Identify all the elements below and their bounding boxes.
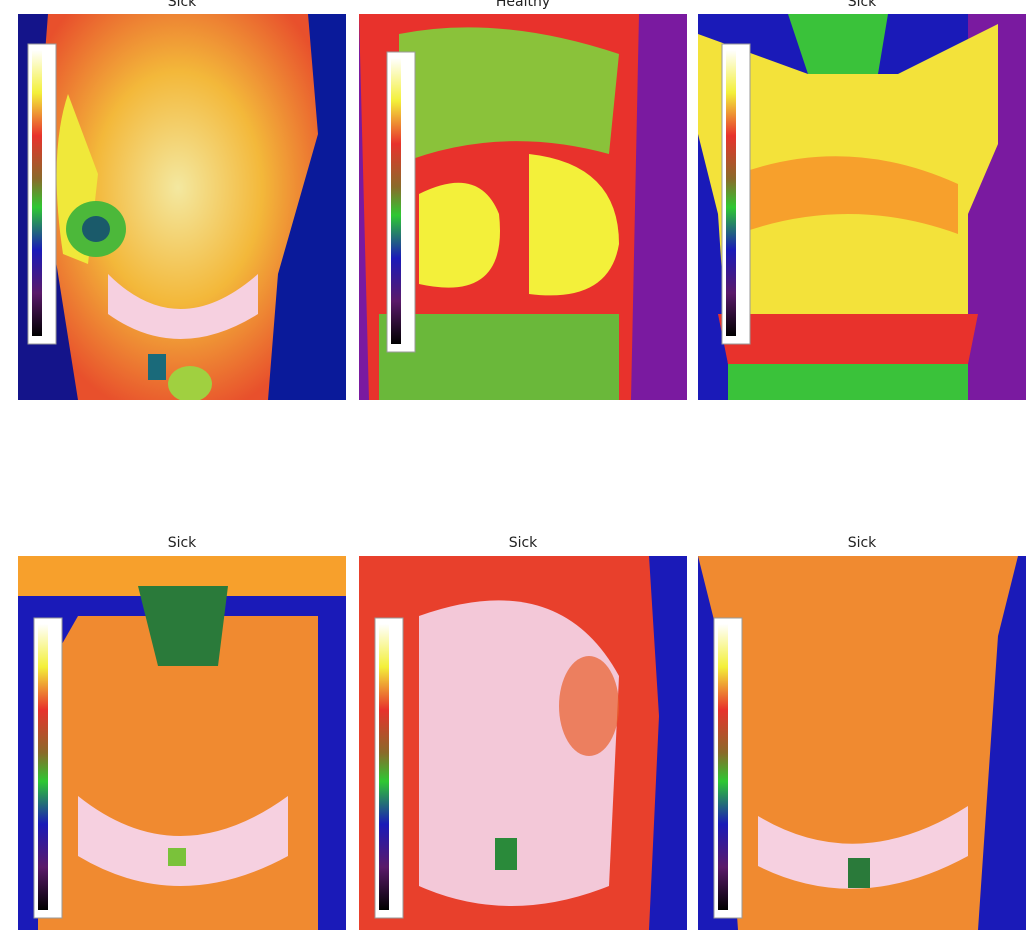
thermal-image [698, 556, 1026, 930]
thermal-image [18, 14, 346, 400]
thermal-image [18, 556, 346, 930]
thermal-image [698, 14, 1026, 400]
panel-title: Healthy [495, 0, 551, 10]
thermal-image [359, 14, 687, 400]
temperature-color-scale-icon [32, 50, 42, 336]
thermal-image [359, 556, 687, 930]
panel-title: Sick [167, 535, 197, 551]
panel-title: Sick [167, 0, 197, 10]
panel-title: Sick [508, 535, 538, 551]
panel-title: Sick [847, 535, 877, 551]
panel-title: Sick [847, 0, 877, 10]
